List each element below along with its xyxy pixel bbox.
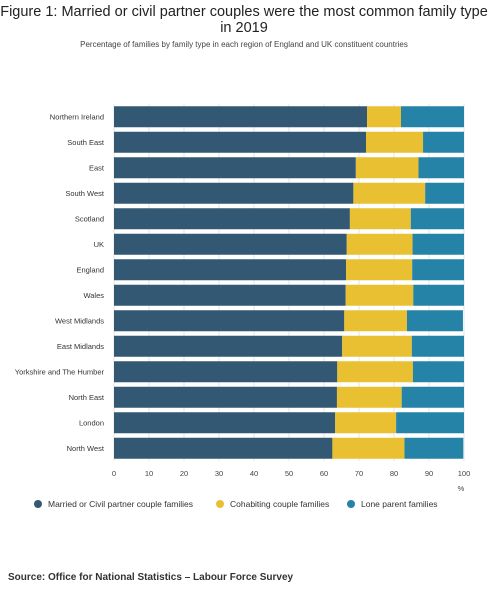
bar-married bbox=[114, 182, 354, 204]
bar-lone bbox=[412, 361, 464, 383]
chart-subtitle: Percentage of families by family type in… bbox=[80, 40, 408, 49]
category-label: North East bbox=[69, 393, 105, 402]
bar-married bbox=[114, 233, 347, 255]
bar-lone bbox=[418, 157, 464, 179]
bar-married bbox=[114, 131, 366, 153]
bar-lone bbox=[410, 208, 464, 230]
bar-lone bbox=[413, 284, 464, 306]
bar-married bbox=[114, 361, 338, 383]
category-label: Scotland bbox=[75, 214, 104, 223]
bar-cohabiting bbox=[335, 412, 397, 434]
x-tick-label: 20 bbox=[180, 469, 188, 478]
x-tick-label: 60 bbox=[320, 469, 328, 478]
x-tick-label: 100 bbox=[458, 469, 471, 478]
bar-cohabiting bbox=[337, 361, 413, 383]
legend-item-lone: Lone parent families bbox=[347, 499, 438, 509]
bar-cohabiting bbox=[366, 131, 424, 153]
bar-lone bbox=[396, 412, 464, 434]
legend-label-lone: Lone parent families bbox=[361, 499, 438, 509]
legend-item-cohabiting: Cohabiting couple families bbox=[216, 499, 329, 509]
x-tick-label: 0 bbox=[112, 469, 116, 478]
bar-cohabiting bbox=[355, 157, 419, 179]
bar-married bbox=[114, 157, 356, 179]
bar-married bbox=[114, 106, 368, 128]
category-label: South East bbox=[67, 138, 105, 147]
category-label: West Midlands bbox=[55, 316, 104, 325]
category-label: Northern Ireland bbox=[50, 112, 104, 121]
category-label: London bbox=[79, 418, 104, 427]
category-label: East bbox=[89, 163, 105, 172]
category-label: North West bbox=[67, 444, 105, 453]
bar-lone bbox=[401, 106, 464, 128]
x-tick-label: 90 bbox=[425, 469, 433, 478]
source-note: Source: Office for National Statistics –… bbox=[8, 572, 294, 583]
bar-cohabiting bbox=[367, 106, 401, 128]
bar-married bbox=[114, 310, 345, 332]
bar-cohabiting bbox=[344, 310, 407, 332]
legend-swatch-lone bbox=[347, 500, 355, 508]
bar-cohabiting bbox=[332, 437, 405, 459]
bar-lone bbox=[423, 131, 464, 153]
bar-cohabiting bbox=[346, 259, 413, 281]
bar-lone bbox=[412, 259, 464, 281]
legend-label-married: Married or Civil partner couple families bbox=[48, 499, 194, 509]
category-label: UK bbox=[94, 240, 104, 249]
bar-cohabiting bbox=[346, 233, 413, 255]
x-tick-label: 80 bbox=[390, 469, 398, 478]
x-tick-label: 70 bbox=[355, 469, 363, 478]
bar-married bbox=[114, 437, 333, 459]
bar-married bbox=[114, 386, 337, 408]
bar-married bbox=[114, 284, 346, 306]
x-axis-unit: % bbox=[458, 484, 465, 493]
bar-lone bbox=[406, 310, 463, 332]
bar-married bbox=[114, 208, 350, 230]
bar-lone bbox=[411, 335, 464, 357]
legend-swatch-married bbox=[34, 500, 42, 508]
bar-cohabiting bbox=[345, 284, 414, 306]
chart-title: Figure 1: Married or civil partner coupl… bbox=[0, 4, 488, 36]
bar-lone bbox=[401, 386, 464, 408]
category-label: South West bbox=[65, 189, 105, 198]
bar-cohabiting bbox=[342, 335, 412, 357]
category-label: Yorkshire and The Humber bbox=[15, 367, 105, 376]
bar-cohabiting bbox=[353, 182, 426, 204]
bar-cohabiting bbox=[336, 386, 402, 408]
category-label: England bbox=[76, 265, 104, 274]
bar-lone bbox=[425, 182, 464, 204]
x-tick-label: 40 bbox=[250, 469, 258, 478]
bar-cohabiting bbox=[349, 208, 411, 230]
bar-lone bbox=[412, 233, 464, 255]
category-label: Wales bbox=[83, 291, 104, 300]
x-tick-label: 30 bbox=[215, 469, 223, 478]
bar-married bbox=[114, 259, 347, 281]
bar-lone bbox=[404, 437, 464, 459]
x-tick-label: 10 bbox=[145, 469, 153, 478]
legend-item-married: Married or Civil partner couple families bbox=[34, 499, 193, 509]
bar-married bbox=[114, 335, 343, 357]
category-label: East Midlands bbox=[57, 342, 104, 351]
legend-swatch-cohabiting bbox=[216, 500, 224, 508]
x-tick-label: 50 bbox=[285, 469, 293, 478]
legend-label-cohabiting: Cohabiting couple families bbox=[230, 499, 330, 509]
bar-married bbox=[114, 412, 336, 434]
